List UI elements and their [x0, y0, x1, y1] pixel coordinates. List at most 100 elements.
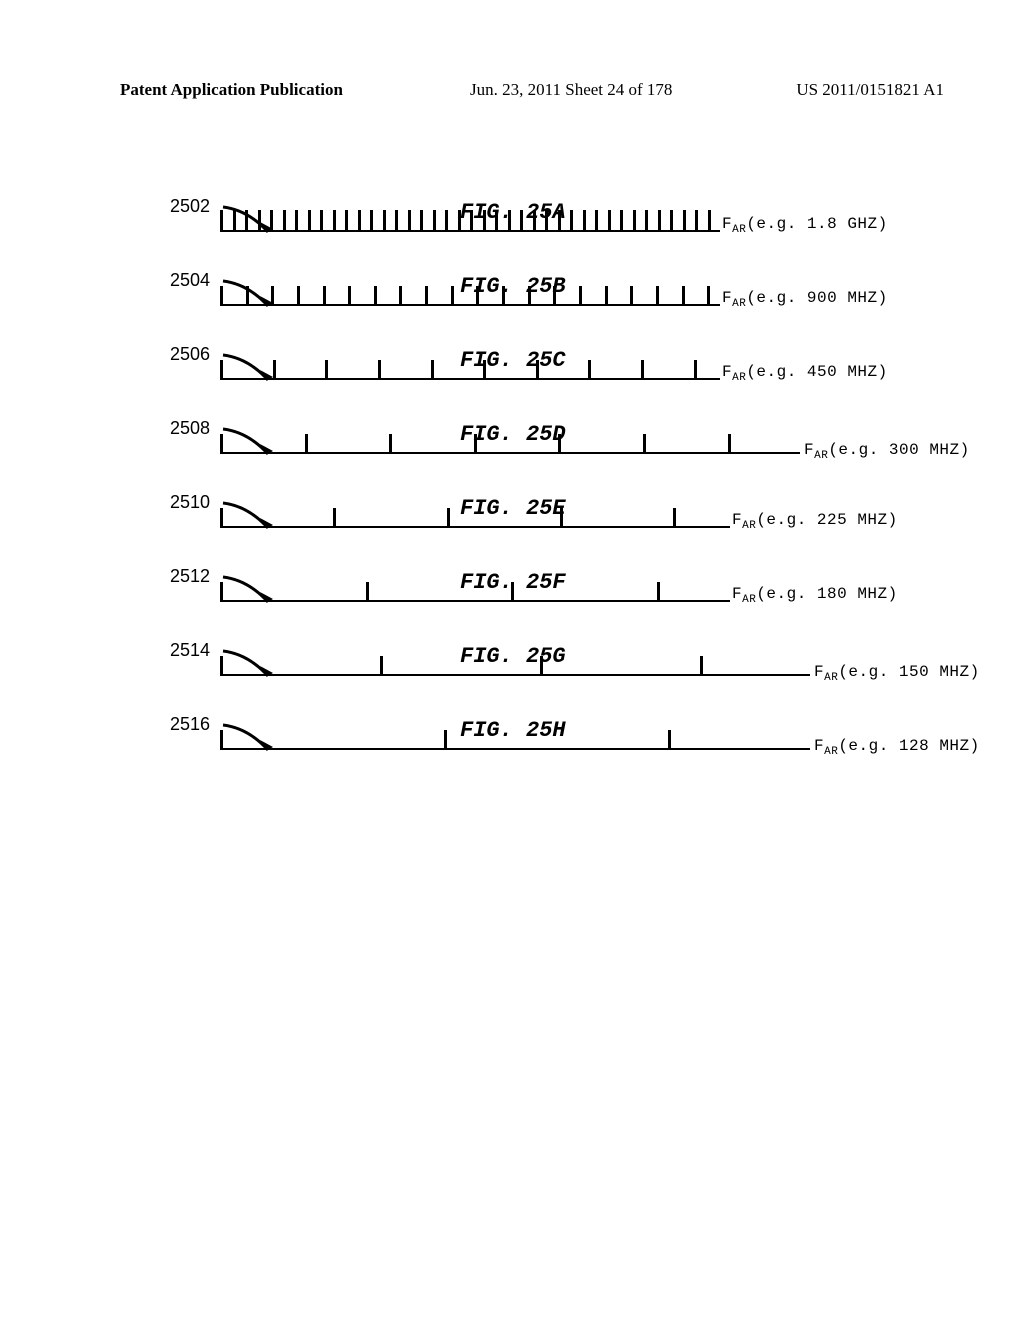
figure-block: 2512FIG. 25FFAR(e.g. 180 MHZ)	[140, 566, 900, 602]
pulse-tick	[560, 508, 563, 528]
pulse-tick	[579, 286, 582, 306]
pulse-train: FAR(e.g. 225 MHZ)	[220, 492, 900, 528]
pulse-tick	[645, 210, 648, 232]
pulse-tick	[425, 286, 428, 306]
pulse-tick	[474, 434, 477, 454]
pulse-tick	[345, 210, 348, 232]
pulse-tick	[620, 210, 623, 232]
pulse-tick	[399, 286, 402, 306]
baseline	[220, 748, 780, 750]
figure-block: 2516FIG. 25HFAR(e.g. 128 MHZ)	[140, 714, 900, 750]
pulse-tick	[245, 210, 248, 232]
pulse-tick	[540, 656, 543, 676]
pulse-tick	[220, 434, 223, 454]
pulse-tick	[476, 286, 479, 306]
figures-container: 2502FIG. 25AFAR(e.g. 1.8 GHZ) 2504FIG. 25…	[140, 160, 900, 788]
leader-line	[780, 674, 810, 676]
pulse-tick	[630, 286, 633, 306]
pulse-tick	[508, 210, 511, 232]
pulse-tick	[383, 210, 386, 232]
pulse-tick	[668, 730, 671, 750]
pulse-tick	[657, 582, 660, 602]
pulse-tick	[708, 210, 711, 232]
pulse-tick	[643, 434, 646, 454]
pulse-tick	[333, 210, 336, 232]
pulse-tick	[395, 210, 398, 232]
frequency-label: FAR(e.g. 180 MHZ)	[732, 585, 898, 606]
pulse-tick	[433, 210, 436, 232]
pulse-tick	[694, 360, 697, 380]
pulse-tick	[605, 286, 608, 306]
pulse-tick	[528, 286, 531, 306]
reference-number: 2514	[170, 640, 210, 661]
pulse-tick	[673, 508, 676, 528]
pulse-train: FAR(e.g. 450 MHZ)	[220, 344, 900, 380]
pulse-tick	[220, 286, 223, 306]
figure-block: 2514FIG. 25GFAR(e.g. 150 MHZ)	[140, 640, 900, 676]
pulse-tick	[558, 434, 561, 454]
pulse-tick	[333, 508, 336, 528]
pulse-tick	[370, 210, 373, 232]
pulse-tick	[270, 210, 273, 232]
reference-number: 2512	[170, 566, 210, 587]
pulse-tick	[483, 360, 486, 380]
figure-block: 2502FIG. 25AFAR(e.g. 1.8 GHZ)	[140, 196, 900, 232]
pulse-tick	[445, 210, 448, 232]
pulse-tick	[220, 210, 223, 232]
pulse-tick	[271, 286, 274, 306]
baseline	[220, 600, 730, 602]
pulse-tick	[458, 210, 461, 232]
pulse-tick	[553, 286, 556, 306]
reference-number: 2516	[170, 714, 210, 735]
figure-block: 2504FIG. 25BFAR(e.g. 900 MHZ)	[140, 270, 900, 306]
pulse-tick	[483, 210, 486, 232]
pulse-tick	[558, 210, 561, 232]
pulse-train: FAR(e.g. 1.8 GHZ)	[220, 196, 900, 232]
figure-block: 2508FIG. 25DFAR(e.g. 300 MHZ)	[140, 418, 900, 454]
pulse-tick	[608, 210, 611, 232]
pulse-tick	[583, 210, 586, 232]
pulse-tick	[258, 210, 261, 232]
pulse-tick	[358, 210, 361, 232]
pulse-tick	[658, 210, 661, 232]
baseline	[220, 452, 770, 454]
pulse-tick	[728, 434, 731, 454]
pulse-train: FAR(e.g. 180 MHZ)	[220, 566, 900, 602]
pulse-tick	[700, 656, 703, 676]
pulse-tick	[447, 508, 450, 528]
header-mid: Jun. 23, 2011 Sheet 24 of 178	[470, 80, 672, 100]
pulse-tick	[295, 210, 298, 232]
pulse-tick	[283, 210, 286, 232]
frequency-label: FAR(e.g. 150 MHZ)	[814, 663, 980, 684]
frequency-label: FAR(e.g. 1.8 GHZ)	[722, 215, 888, 236]
reference-number: 2508	[170, 418, 210, 439]
pulse-tick	[683, 210, 686, 232]
pulse-tick	[444, 730, 447, 750]
pulse-tick	[308, 210, 311, 232]
pulse-tick	[670, 210, 673, 232]
pulse-tick	[536, 360, 539, 380]
baseline	[220, 304, 720, 306]
pulse-train: FAR(e.g. 300 MHZ)	[220, 418, 900, 454]
pulse-tick	[220, 508, 223, 528]
figure-block: 2510FIG. 25EFAR(e.g. 225 MHZ)	[140, 492, 900, 528]
pulse-tick	[374, 286, 377, 306]
pulse-tick	[595, 210, 598, 232]
frequency-label: FAR(e.g. 225 MHZ)	[732, 511, 898, 532]
pulse-tick	[323, 286, 326, 306]
pulse-tick	[246, 286, 249, 306]
pulse-tick	[220, 582, 223, 602]
frequency-label: FAR(e.g. 450 MHZ)	[722, 363, 888, 384]
pulse-tick	[451, 286, 454, 306]
pulse-tick	[470, 210, 473, 232]
pulse-tick	[380, 656, 383, 676]
pulse-train: FAR(e.g. 900 MHZ)	[220, 270, 900, 306]
pulse-tick	[325, 360, 328, 380]
reference-number: 2506	[170, 344, 210, 365]
pulse-train: FAR(e.g. 150 MHZ)	[220, 640, 900, 676]
frequency-label: FAR(e.g. 128 MHZ)	[814, 737, 980, 758]
pulse-tick	[320, 210, 323, 232]
pulse-tick	[220, 360, 223, 380]
pulse-tick	[366, 582, 369, 602]
figure-block: 2506FIG. 25CFAR(e.g. 450 MHZ)	[140, 344, 900, 380]
